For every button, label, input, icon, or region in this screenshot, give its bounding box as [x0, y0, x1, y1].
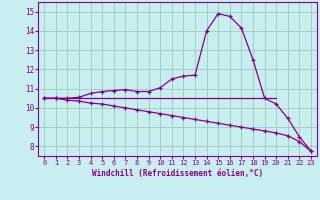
X-axis label: Windchill (Refroidissement éolien,°C): Windchill (Refroidissement éolien,°C) [92, 169, 263, 178]
